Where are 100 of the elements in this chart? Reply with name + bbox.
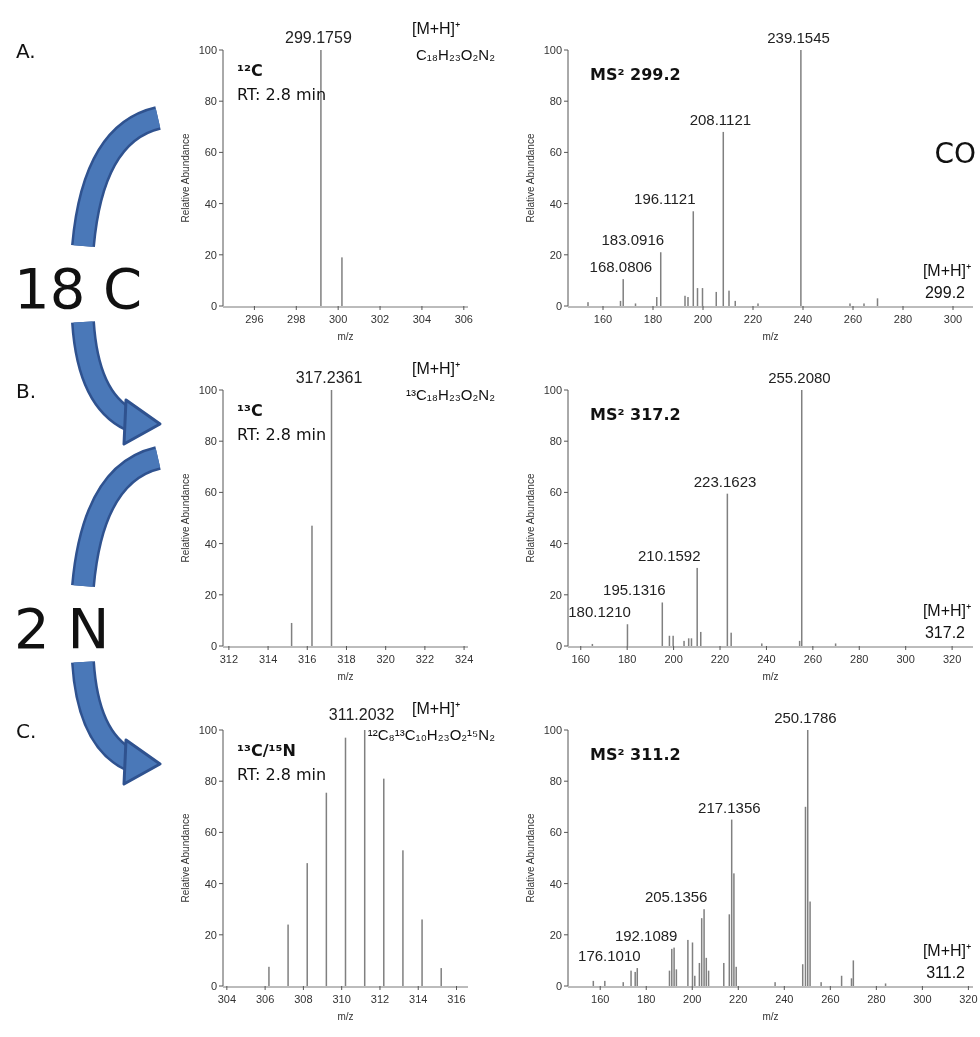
x-tick-label: 304 [412, 313, 432, 325]
x-tick-label: 304 [217, 993, 237, 1005]
annotation: ¹²C₈¹³C₁₀H₂₃O₂¹⁵N₂ [367, 726, 496, 743]
y-tick-label: 40 [549, 197, 562, 210]
x-tick-label: 306 [454, 313, 473, 325]
y-tick-label: 0 [555, 300, 562, 312]
annotation: 195.1316 [603, 581, 666, 599]
y-axis-title: Relative Abundance [525, 813, 536, 903]
annotation: RT: 2.8 min [237, 425, 327, 444]
x-tick-label: 260 [843, 313, 863, 325]
y-tick-label: 80 [549, 775, 562, 788]
annotation: ¹³C₁₈H₂₃O₂N₂ [405, 386, 496, 403]
x-tick-label: 310 [332, 993, 351, 1005]
y-tick-label: 80 [204, 775, 217, 788]
x-tick-label: 160 [593, 313, 613, 325]
x-axis-title: m/z [337, 1011, 354, 1022]
y-tick-label: 20 [549, 588, 562, 601]
text: B. [16, 379, 37, 403]
annotation: 223.1623 [693, 472, 757, 490]
x-tick-label: 308 [294, 993, 313, 1005]
y-axis-title: Relative Abundance [525, 133, 536, 223]
annotation: MS² 311.2 [590, 745, 681, 764]
x-tick-label: 280 [893, 313, 913, 325]
annotation: [M+H]⁺ [922, 262, 971, 279]
y-tick-label: 100 [198, 384, 217, 396]
x-axis-title: m/z [337, 671, 354, 682]
y-tick-label: 60 [549, 486, 562, 499]
y-tick-label: 80 [204, 435, 217, 448]
x-tick-label: 280 [850, 653, 869, 665]
x-tick-label: 302 [370, 313, 390, 325]
y-tick-label: 100 [543, 44, 562, 56]
annotation: C₁₈H₂₃O₂N₂ [415, 46, 496, 63]
y-tick-label: 20 [549, 248, 562, 261]
annotation: MS² 317.2 [590, 405, 681, 424]
y-tick-label: 40 [204, 537, 217, 550]
y-tick-label: 80 [549, 435, 562, 448]
x-tick-label: 200 [664, 653, 683, 665]
x-tick-label: 320 [942, 653, 962, 665]
annotation: 299.2 [924, 284, 966, 301]
annotation: RT: 2.8 min [237, 85, 327, 104]
y-tick-label: 60 [204, 826, 217, 839]
x-tick-label: 160 [571, 653, 590, 665]
x-tick-label: 300 [328, 313, 348, 325]
annotation: 255.2080 [768, 369, 831, 386]
x-axis-title: m/z [762, 671, 779, 682]
y-axis-title: Relative Abundance [180, 473, 191, 563]
x-axis-title: m/z [762, 331, 779, 342]
y-axis-title: Relative Abundance [180, 133, 191, 223]
x-tick-label: 296 [245, 313, 264, 325]
y-tick-label: 20 [204, 928, 217, 941]
annotation: 168.0806 [589, 258, 653, 276]
x-tick-label: 314 [258, 653, 278, 665]
x-tick-label: 180 [643, 313, 663, 325]
y-tick-label: 60 [204, 146, 217, 159]
x-tick-label: 322 [415, 653, 435, 665]
y-tick-label: 0 [555, 980, 562, 992]
y-tick-label: 0 [210, 300, 217, 312]
x-tick-label: 180 [637, 993, 656, 1005]
annotation: 311.2032 [328, 706, 395, 723]
annotation: 239.1545 [767, 29, 830, 46]
x-tick-label: 312 [370, 993, 390, 1005]
text: 2 N [14, 596, 110, 661]
y-tick-label: 0 [555, 640, 562, 652]
text: [M+H]⁺ [411, 360, 461, 377]
x-tick-label: 260 [803, 653, 823, 665]
y-tick-label: 60 [549, 146, 562, 159]
x-tick-label: 200 [683, 993, 702, 1005]
x-tick-label: 318 [337, 653, 356, 665]
text: [M+H]⁺ [411, 20, 461, 37]
annotation: [M+H]⁺ [922, 942, 971, 959]
annotation: 299.1759 [285, 29, 352, 46]
annotation: [M+H]⁺ [922, 602, 971, 619]
y-tick-label: 40 [549, 877, 562, 890]
annotation: 210.1592 [637, 546, 701, 564]
y-tick-label: 100 [543, 724, 562, 736]
x-tick-label: 220 [729, 993, 748, 1005]
y-axis-title: Relative Abundance [180, 813, 191, 903]
y-tick-label: 100 [543, 384, 562, 396]
x-axis-title: m/z [337, 331, 354, 342]
annotation: 180.1210 [568, 603, 631, 621]
y-tick-label: 40 [549, 537, 562, 550]
x-tick-label: 316 [298, 653, 317, 665]
annotation: 317.2 [924, 624, 966, 641]
text: 18 C [14, 256, 143, 321]
annotation: 250.1786 [774, 709, 837, 726]
y-tick-label: 40 [204, 877, 217, 890]
x-tick-label: 200 [693, 313, 713, 325]
annotation: 311.2 [926, 964, 966, 981]
annotation: 183.0916 [601, 231, 665, 249]
x-tick-label: 320 [376, 653, 395, 665]
annotation: 176.1010 [578, 947, 641, 965]
x-tick-label: 180 [618, 653, 637, 665]
y-tick-label: 80 [204, 95, 217, 108]
x-tick-label: 240 [793, 313, 813, 325]
y-tick-label: 60 [204, 486, 217, 499]
x-tick-label: 160 [591, 993, 610, 1005]
x-tick-label: 320 [959, 993, 978, 1005]
y-tick-label: 80 [549, 95, 562, 108]
x-tick-label: 260 [821, 993, 840, 1005]
x-tick-label: 324 [454, 653, 474, 665]
